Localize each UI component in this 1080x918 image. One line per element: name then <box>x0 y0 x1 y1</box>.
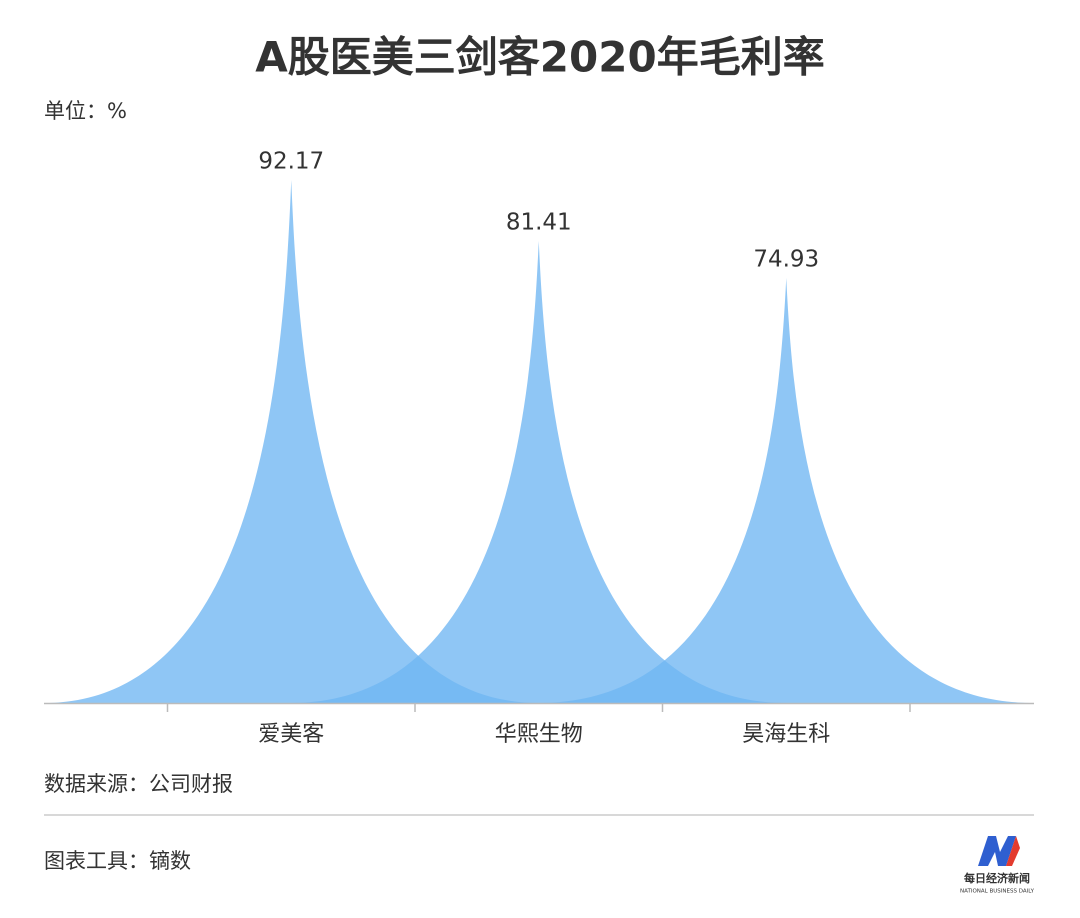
source: 数据来源：公司财报 <box>44 772 233 796</box>
chart-title: A股医美三剑客2020年毛利率 <box>255 33 824 82</box>
spike <box>43 180 540 703</box>
value-label: 92.17 <box>258 149 324 175</box>
x-tick-label: 昊海生科 <box>742 722 830 747</box>
logo-mark <box>978 836 1016 866</box>
spike <box>538 277 1035 703</box>
logo-english: NATIONAL BUSINESS DAILY <box>960 889 1035 895</box>
value-label: 74.93 <box>753 246 819 272</box>
logo: 每日经济新闻 NATIONAL BUSINESS DAILY <box>960 836 1035 895</box>
logo-name: 每日经济新闻 <box>964 871 1030 885</box>
value-label: 81.41 <box>506 210 572 236</box>
spike <box>290 241 787 704</box>
logo-accent <box>1006 836 1020 866</box>
tool: 图表工具：镝数 <box>44 849 191 873</box>
unit-label: 单位：% <box>44 99 127 123</box>
plot <box>43 180 1035 704</box>
x-tick-label: 爱美客 <box>258 722 324 747</box>
x-tick-label: 华熙生物 <box>495 722 583 747</box>
